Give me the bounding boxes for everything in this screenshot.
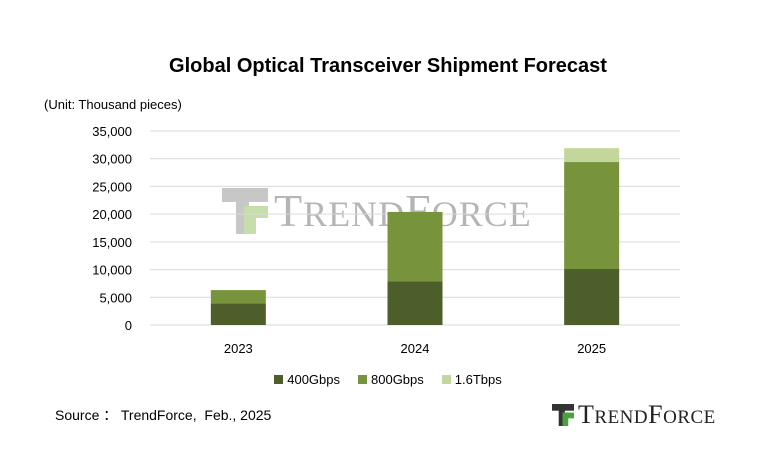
- legend-label: 800Gbps: [371, 372, 424, 387]
- bar-segment: [210, 303, 266, 325]
- legend-swatch: [274, 375, 284, 384]
- legend-item: 1.6Tbps: [441, 372, 502, 387]
- bar-segment: [564, 269, 620, 325]
- y-tick-label: 35,000: [92, 124, 132, 139]
- legend-label: 400Gbps: [287, 372, 340, 387]
- logo-wordmark: TRENDFORCE: [578, 400, 716, 429]
- trendforce-logo: TRENDFORCE: [552, 400, 716, 430]
- legend-item: 400Gbps: [274, 372, 340, 387]
- legend: 400Gbps 800Gbps 1.6Tbps: [0, 372, 776, 387]
- legend-item: 800Gbps: [358, 372, 424, 387]
- legend-swatch: [358, 375, 367, 384]
- bar-segment: [387, 281, 443, 325]
- bar-segment: [210, 290, 266, 304]
- trendforce-logo-icon: [552, 404, 574, 426]
- y-tick-label: 0: [125, 318, 132, 333]
- legend-swatch: [441, 375, 451, 384]
- bar-segment: [564, 162, 620, 270]
- y-tick-label: 20,000: [92, 207, 132, 222]
- bar-segment: [387, 211, 443, 282]
- unit-label: (Unit: Thousand pieces): [44, 97, 182, 112]
- y-tick-label: 5,000: [99, 290, 132, 305]
- y-tick-label: 15,000: [92, 235, 132, 250]
- y-tick-label: 10,000: [92, 263, 132, 278]
- source-note: Source ： TrendForce, Feb., 2025: [55, 407, 272, 423]
- y-tick-label: 30,000: [92, 152, 132, 167]
- x-tick-label: 2023: [224, 341, 253, 356]
- chart-title: Global Optical Transceiver Shipment Fore…: [169, 55, 607, 77]
- legend-label: 1.6Tbps: [454, 372, 502, 387]
- bar-segment: [564, 148, 620, 163]
- x-tick-label: 2024: [401, 341, 430, 356]
- y-tick-label: 25,000: [92, 179, 132, 194]
- x-tick-label: 2025: [577, 341, 606, 356]
- trendforce-logo-icon: [222, 187, 268, 234]
